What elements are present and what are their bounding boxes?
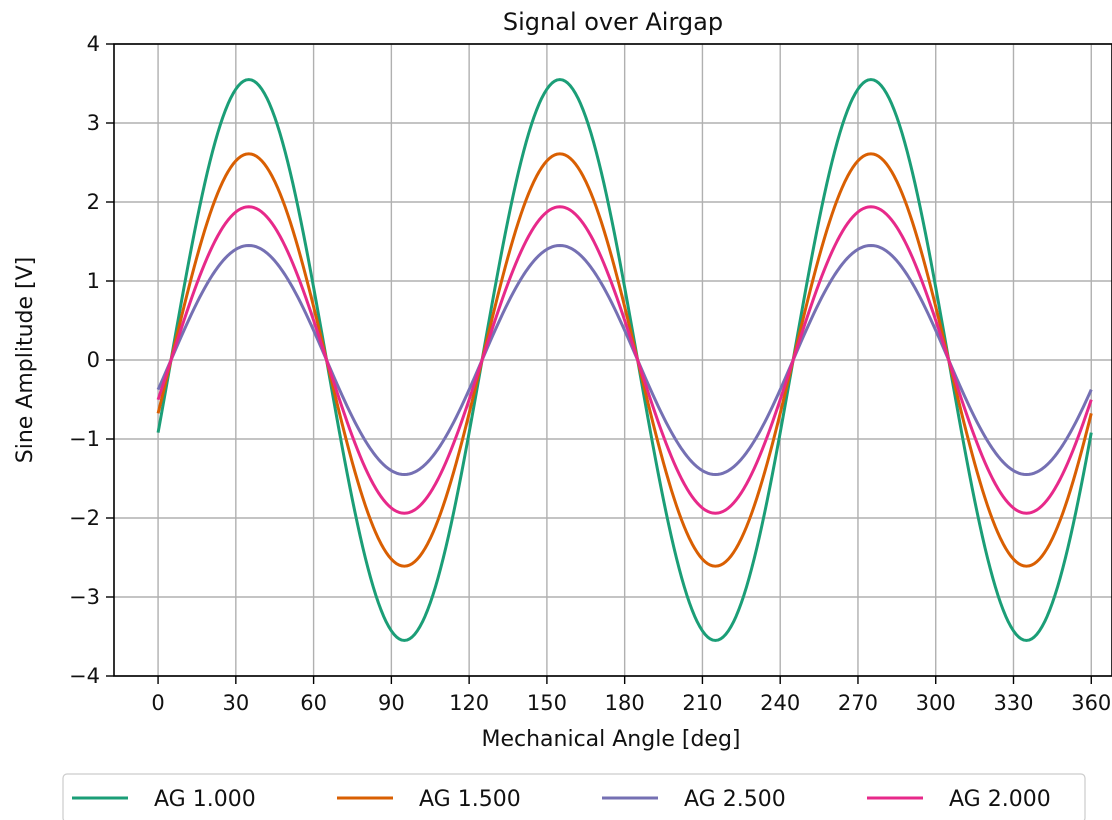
legend-label: AG 1.000: [154, 787, 256, 812]
y-tick-label: 2: [87, 190, 100, 214]
series-line: [156, 152, 1093, 568]
x-tick-label: 60: [300, 691, 327, 715]
y-tick-label: 1: [87, 269, 100, 293]
y-tick-label: 0: [87, 348, 100, 372]
x-tick-label: 0: [151, 691, 164, 715]
legend: AG 1.000 AG 1.500 AG 2.500 AG 2.000: [62, 773, 1086, 820]
y-tick-label: 3: [87, 111, 100, 135]
x-axis-ticks: 0 30 60 90 120 150 180 210 240 270 300 330 360: [151, 676, 1111, 715]
legend-label: AG 1.500: [419, 787, 521, 812]
series-line: [156, 205, 1093, 515]
x-tick-label: 300: [916, 691, 956, 715]
x-tick-label: 330: [993, 691, 1033, 715]
y-axis-ticks: −4 −3 −2 −1 0 1 2 3 4: [69, 32, 114, 688]
x-tick-label: 150: [527, 691, 567, 715]
series-line: [156, 243, 1093, 477]
y-tick-label: 4: [87, 32, 100, 56]
x-tick-label: 270: [838, 691, 878, 715]
series-lines: [156, 78, 1093, 642]
chart-title: Signal over Airgap: [503, 8, 723, 36]
y-axis-label: Sine Amplitude [V]: [13, 257, 38, 464]
grid: [114, 43, 1112, 677]
legend-box: [62, 773, 1086, 820]
y-tick-label: −3: [69, 585, 100, 609]
legend-label: AG 2.500: [684, 787, 786, 812]
x-tick-label: 90: [378, 691, 405, 715]
series-line: [156, 78, 1093, 642]
x-tick-label: 30: [222, 691, 249, 715]
x-tick-label: 120: [449, 691, 489, 715]
x-tick-label: 210: [682, 691, 722, 715]
x-tick-label: 180: [605, 691, 645, 715]
x-tick-label: 240: [760, 691, 800, 715]
y-tick-label: −4: [69, 664, 100, 688]
x-axis-label: Mechanical Angle [deg]: [481, 727, 740, 752]
y-tick-label: −2: [69, 506, 100, 530]
y-tick-label: −1: [69, 427, 100, 451]
x-tick-label: 360: [1071, 691, 1111, 715]
legend-label: AG 2.000: [949, 787, 1051, 812]
